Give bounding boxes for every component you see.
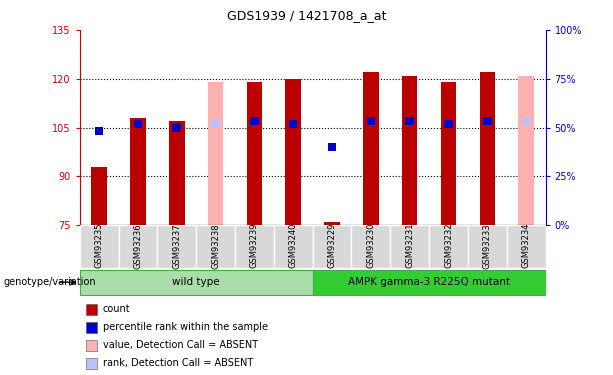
FancyBboxPatch shape bbox=[507, 225, 546, 268]
FancyBboxPatch shape bbox=[429, 225, 468, 268]
Text: value, Detection Call = ABSENT: value, Detection Call = ABSENT bbox=[103, 340, 258, 350]
Text: GSM93240: GSM93240 bbox=[289, 223, 298, 268]
Text: GSM93233: GSM93233 bbox=[483, 223, 492, 268]
Text: GSM93238: GSM93238 bbox=[211, 223, 220, 268]
Bar bbox=[91, 166, 107, 225]
Bar bbox=[522, 117, 530, 125]
FancyBboxPatch shape bbox=[80, 225, 118, 268]
FancyBboxPatch shape bbox=[468, 225, 507, 268]
Bar bbox=[328, 143, 337, 151]
Bar bbox=[134, 120, 142, 128]
Bar bbox=[441, 82, 456, 225]
Text: GSM93229: GSM93229 bbox=[327, 223, 337, 268]
Text: wild type: wild type bbox=[172, 277, 220, 286]
FancyBboxPatch shape bbox=[158, 225, 196, 268]
Bar bbox=[324, 222, 340, 225]
Text: GSM93232: GSM93232 bbox=[444, 223, 453, 268]
Bar bbox=[367, 117, 375, 125]
FancyBboxPatch shape bbox=[80, 270, 313, 295]
Text: count: count bbox=[103, 304, 131, 314]
Text: GSM93236: GSM93236 bbox=[134, 223, 142, 268]
Text: GDS1939 / 1421708_a_at: GDS1939 / 1421708_a_at bbox=[227, 9, 386, 22]
Bar bbox=[208, 82, 223, 225]
Bar bbox=[519, 75, 534, 225]
Bar bbox=[95, 127, 104, 135]
Text: GSM93230: GSM93230 bbox=[367, 223, 375, 268]
Bar bbox=[169, 121, 185, 225]
Text: rank, Detection Call = ABSENT: rank, Detection Call = ABSENT bbox=[103, 358, 253, 368]
FancyBboxPatch shape bbox=[390, 225, 429, 268]
FancyBboxPatch shape bbox=[274, 225, 313, 268]
Bar bbox=[172, 123, 181, 132]
Text: genotype/variation: genotype/variation bbox=[3, 277, 96, 287]
Bar bbox=[479, 72, 495, 225]
Bar bbox=[286, 79, 301, 225]
Bar bbox=[483, 117, 492, 125]
Text: percentile rank within the sample: percentile rank within the sample bbox=[103, 322, 268, 332]
Bar bbox=[402, 75, 417, 225]
Bar bbox=[130, 118, 146, 225]
Bar bbox=[363, 72, 379, 225]
Text: GSM93234: GSM93234 bbox=[522, 223, 531, 268]
FancyBboxPatch shape bbox=[351, 225, 390, 268]
FancyBboxPatch shape bbox=[235, 225, 274, 268]
Bar bbox=[405, 117, 414, 125]
Text: AMPK gamma-3 R225Q mutant: AMPK gamma-3 R225Q mutant bbox=[348, 277, 510, 286]
Bar bbox=[289, 120, 297, 128]
FancyBboxPatch shape bbox=[313, 270, 546, 295]
Text: GSM93235: GSM93235 bbox=[94, 223, 104, 268]
FancyBboxPatch shape bbox=[313, 225, 351, 268]
Bar bbox=[211, 120, 220, 128]
Bar bbox=[444, 120, 453, 128]
FancyBboxPatch shape bbox=[118, 225, 158, 268]
Bar bbox=[246, 82, 262, 225]
Bar bbox=[250, 117, 259, 125]
FancyBboxPatch shape bbox=[196, 225, 235, 268]
Text: GSM93239: GSM93239 bbox=[250, 223, 259, 268]
Text: GSM93231: GSM93231 bbox=[405, 223, 414, 268]
Text: GSM93237: GSM93237 bbox=[172, 223, 181, 268]
